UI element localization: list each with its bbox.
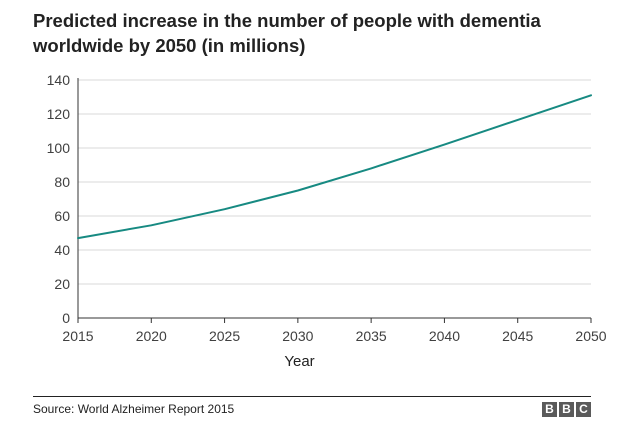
x-tick-label: 2020 xyxy=(136,328,167,344)
series-line xyxy=(77,94,592,240)
x-tick-label: 2035 xyxy=(356,328,387,344)
bbc-logo-letter: B xyxy=(542,402,557,417)
x-tick-label: 2045 xyxy=(502,328,533,344)
x-tick-label: 2050 xyxy=(575,328,606,344)
y-tick-label: 80 xyxy=(54,174,70,190)
bbc-logo-letter: C xyxy=(576,402,591,417)
y-tick-label: 140 xyxy=(47,72,71,88)
x-axis-label: Year xyxy=(284,353,314,370)
y-tick-label: 100 xyxy=(47,140,71,156)
x-tick-label: 2040 xyxy=(429,328,460,344)
chart-title: Predicted increase in the number of peop… xyxy=(33,10,541,56)
bbc-logo-letter: B xyxy=(559,402,574,417)
source-note: Source: World Alzheimer Report 2015 xyxy=(33,402,235,416)
bbc-logo: B B C xyxy=(542,402,591,417)
y-tick-label: 60 xyxy=(54,208,70,224)
footer-divider xyxy=(33,396,591,397)
x-tick-label: 2015 xyxy=(62,328,93,344)
y-tick-label: 40 xyxy=(54,242,70,258)
y-tick-label: 120 xyxy=(47,106,71,122)
y-tick-label: 20 xyxy=(54,276,70,292)
x-tick-label: 2025 xyxy=(209,328,240,344)
y-tick-label: 0 xyxy=(62,310,70,326)
x-tick-label: 2030 xyxy=(282,328,313,344)
